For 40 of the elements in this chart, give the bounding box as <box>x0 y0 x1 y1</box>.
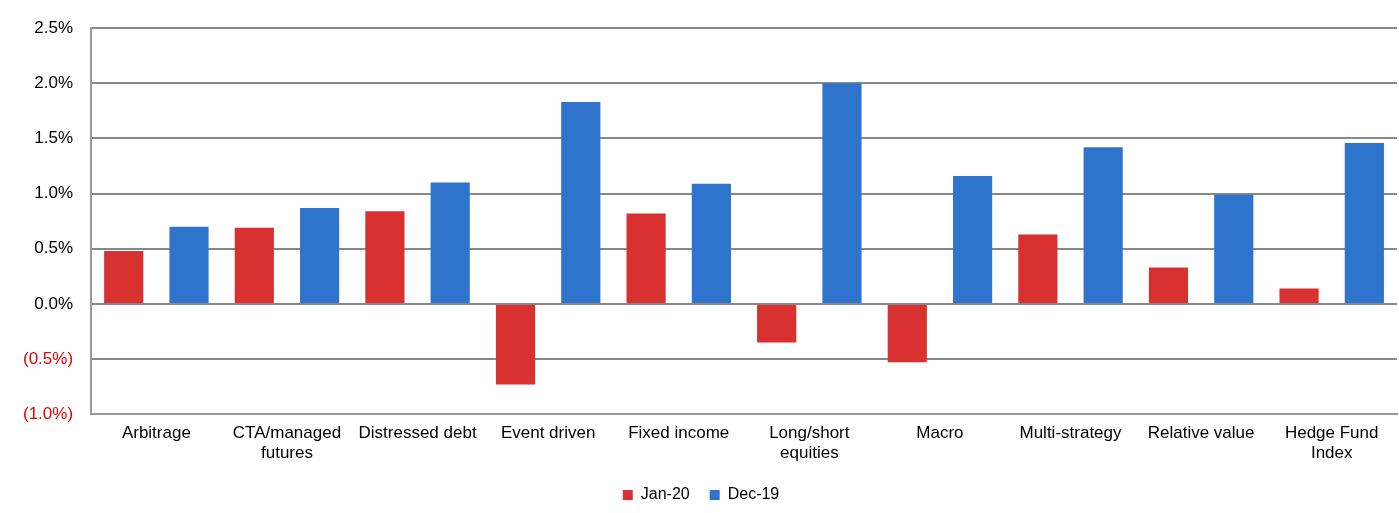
bar <box>561 102 601 303</box>
y-tick-label: 2.0% <box>34 73 74 93</box>
y-tick-label: (0.5%) <box>22 348 74 368</box>
x-tick-label: Event driven <box>500 423 596 443</box>
bar <box>104 250 144 303</box>
bar <box>1279 288 1319 303</box>
x-tick-label: Long/short equities <box>769 423 850 463</box>
y-tick-label: 0.0% <box>34 293 74 313</box>
x-tick-label: Distressed debt <box>358 423 477 443</box>
x-tick-label: CTA/managed futures <box>232 423 342 463</box>
bar <box>300 207 340 303</box>
legend-label: Jan-20 <box>640 485 690 503</box>
bar <box>169 226 209 303</box>
x-tick-label: Fixed income <box>628 423 730 443</box>
bar <box>430 182 470 303</box>
y-tick-label: (1.0%) <box>22 403 74 423</box>
bar <box>887 304 927 363</box>
bar <box>365 211 405 303</box>
bar <box>952 175 993 303</box>
y-tick-label: 0.5% <box>34 238 74 258</box>
bar <box>691 183 731 303</box>
bar <box>1083 147 1123 303</box>
x-tick-label: Hedge Fund Index <box>1284 423 1379 463</box>
y-tick-label: 1.0% <box>34 183 74 203</box>
x-tick-label: Macro <box>916 423 964 443</box>
bar <box>1214 194 1254 303</box>
bar <box>1344 142 1384 303</box>
y-tick-label: 2.5% <box>34 17 74 37</box>
x-tick-label: Arbitrage <box>121 423 191 443</box>
bar <box>1018 234 1058 303</box>
bar <box>234 227 274 303</box>
bar <box>626 213 666 303</box>
x-tick-label: Multi-strategy <box>1019 423 1123 443</box>
y-tick-label: 1.5% <box>34 128 74 148</box>
bar <box>757 304 797 343</box>
bar <box>822 83 862 303</box>
bar <box>495 304 536 385</box>
bar <box>1148 267 1189 303</box>
legend-label: Dec-19 <box>727 485 780 503</box>
x-tick-label: Relative value <box>1147 423 1255 443</box>
